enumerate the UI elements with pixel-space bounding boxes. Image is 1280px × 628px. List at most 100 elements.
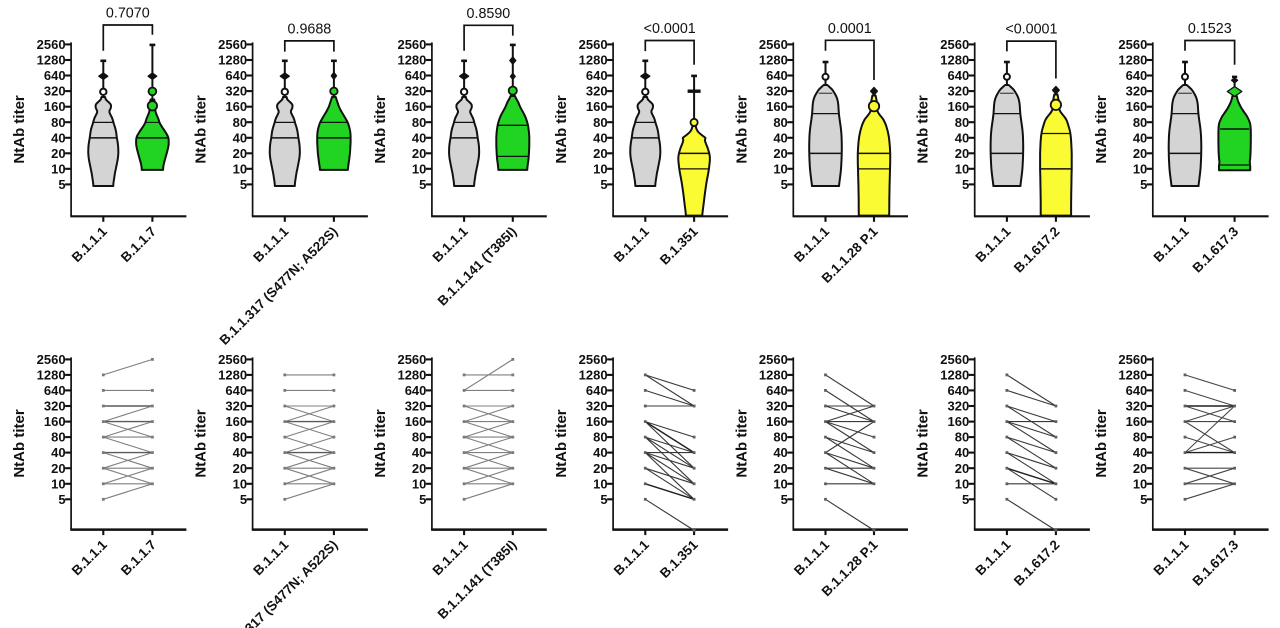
svg-text:1280: 1280 <box>579 53 608 68</box>
svg-text:20: 20 <box>51 461 65 476</box>
svg-text:40: 40 <box>593 445 607 460</box>
svg-text:640: 640 <box>405 383 427 398</box>
svg-text:10: 10 <box>773 476 787 491</box>
svg-text:20: 20 <box>1133 146 1147 161</box>
svg-text:320: 320 <box>586 399 608 414</box>
svg-text:640: 640 <box>947 383 969 398</box>
svg-text:0.7070: 0.7070 <box>106 6 150 22</box>
svg-text:20: 20 <box>51 146 65 161</box>
svg-text:1280: 1280 <box>579 368 608 383</box>
svg-text:2560: 2560 <box>218 37 247 52</box>
svg-text:2560: 2560 <box>940 352 969 367</box>
svg-text:10: 10 <box>233 161 247 176</box>
svg-text:1280: 1280 <box>218 53 247 68</box>
svg-text:1280: 1280 <box>940 53 969 68</box>
svg-text:40: 40 <box>593 130 607 145</box>
svg-text:10: 10 <box>51 476 65 491</box>
svg-text:80: 80 <box>773 430 787 445</box>
svg-text:80: 80 <box>1133 430 1147 445</box>
svg-text:320: 320 <box>766 399 788 414</box>
svg-text:80: 80 <box>412 115 426 130</box>
svg-text:640: 640 <box>225 383 247 398</box>
svg-text:2560: 2560 <box>579 37 608 52</box>
svg-text:10: 10 <box>593 161 607 176</box>
svg-text:160: 160 <box>766 414 788 429</box>
svg-text:1280: 1280 <box>37 53 66 68</box>
svg-text:NtAb titer: NtAb titer <box>11 95 28 163</box>
svg-text:20: 20 <box>955 461 969 476</box>
svg-text:320: 320 <box>405 399 427 414</box>
svg-text:640: 640 <box>586 383 608 398</box>
svg-text:160: 160 <box>225 414 247 429</box>
svg-text:320: 320 <box>405 84 427 99</box>
svg-text:5: 5 <box>419 492 426 507</box>
svg-text:40: 40 <box>412 130 426 145</box>
svg-text:2560: 2560 <box>1118 352 1147 367</box>
svg-text:40: 40 <box>233 130 247 145</box>
svg-text:40: 40 <box>1133 130 1147 145</box>
svg-text:10: 10 <box>412 161 426 176</box>
svg-text:160: 160 <box>947 99 969 114</box>
svg-text:160: 160 <box>947 414 969 429</box>
svg-text:640: 640 <box>225 68 247 83</box>
svg-text:20: 20 <box>412 461 426 476</box>
svg-text:5: 5 <box>240 177 247 192</box>
svg-text:20: 20 <box>773 461 787 476</box>
svg-text:5: 5 <box>962 177 969 192</box>
svg-text:10: 10 <box>51 161 65 176</box>
svg-text:80: 80 <box>51 430 65 445</box>
svg-text:10: 10 <box>773 161 787 176</box>
svg-text:2560: 2560 <box>759 352 788 367</box>
svg-text:160: 160 <box>1126 414 1148 429</box>
svg-text:<0.0001: <0.0001 <box>644 21 696 37</box>
svg-text:2560: 2560 <box>397 37 426 52</box>
svg-text:40: 40 <box>773 445 787 460</box>
svg-text:160: 160 <box>44 99 66 114</box>
svg-text:20: 20 <box>233 146 247 161</box>
svg-text:160: 160 <box>1126 99 1148 114</box>
svg-text:NtAb titer: NtAb titer <box>733 95 750 163</box>
svg-text:0.0001: 0.0001 <box>828 21 872 37</box>
svg-text:NtAb titer: NtAb titer <box>553 409 570 477</box>
svg-text:80: 80 <box>51 115 65 130</box>
svg-text:320: 320 <box>766 84 788 99</box>
svg-text:80: 80 <box>955 115 969 130</box>
svg-text:2560: 2560 <box>940 37 969 52</box>
svg-text:NtAb titer: NtAb titer <box>193 95 210 163</box>
svg-text:10: 10 <box>593 476 607 491</box>
svg-text:1280: 1280 <box>397 53 426 68</box>
svg-text:160: 160 <box>405 99 427 114</box>
svg-text:320: 320 <box>947 399 969 414</box>
svg-text:5: 5 <box>1140 492 1147 507</box>
svg-text:NtAb titer: NtAb titer <box>915 409 932 477</box>
svg-text:5: 5 <box>58 177 65 192</box>
svg-text:40: 40 <box>51 130 65 145</box>
svg-text:160: 160 <box>766 99 788 114</box>
svg-text:5: 5 <box>781 177 788 192</box>
svg-text:2560: 2560 <box>218 352 247 367</box>
svg-text:1280: 1280 <box>759 368 788 383</box>
svg-text:1280: 1280 <box>218 368 247 383</box>
svg-text:1280: 1280 <box>37 368 66 383</box>
svg-text:NtAb titer: NtAb titer <box>733 409 750 477</box>
svg-text:5: 5 <box>1140 177 1147 192</box>
svg-text:20: 20 <box>412 146 426 161</box>
svg-text:5: 5 <box>781 492 788 507</box>
svg-text:320: 320 <box>225 84 247 99</box>
svg-text:320: 320 <box>947 84 969 99</box>
svg-text:20: 20 <box>593 146 607 161</box>
svg-text:5: 5 <box>600 492 607 507</box>
svg-text:5: 5 <box>600 177 607 192</box>
svg-text:320: 320 <box>225 399 247 414</box>
svg-text:160: 160 <box>586 414 608 429</box>
svg-text:20: 20 <box>593 461 607 476</box>
svg-text:640: 640 <box>1126 383 1148 398</box>
svg-text:20: 20 <box>1133 461 1147 476</box>
svg-text:<0.0001: <0.0001 <box>1005 22 1057 38</box>
svg-text:10: 10 <box>1133 161 1147 176</box>
svg-text:80: 80 <box>773 115 787 130</box>
svg-text:2560: 2560 <box>397 352 426 367</box>
svg-text:40: 40 <box>412 445 426 460</box>
svg-text:320: 320 <box>1126 84 1148 99</box>
svg-text:0.8590: 0.8590 <box>467 6 511 22</box>
